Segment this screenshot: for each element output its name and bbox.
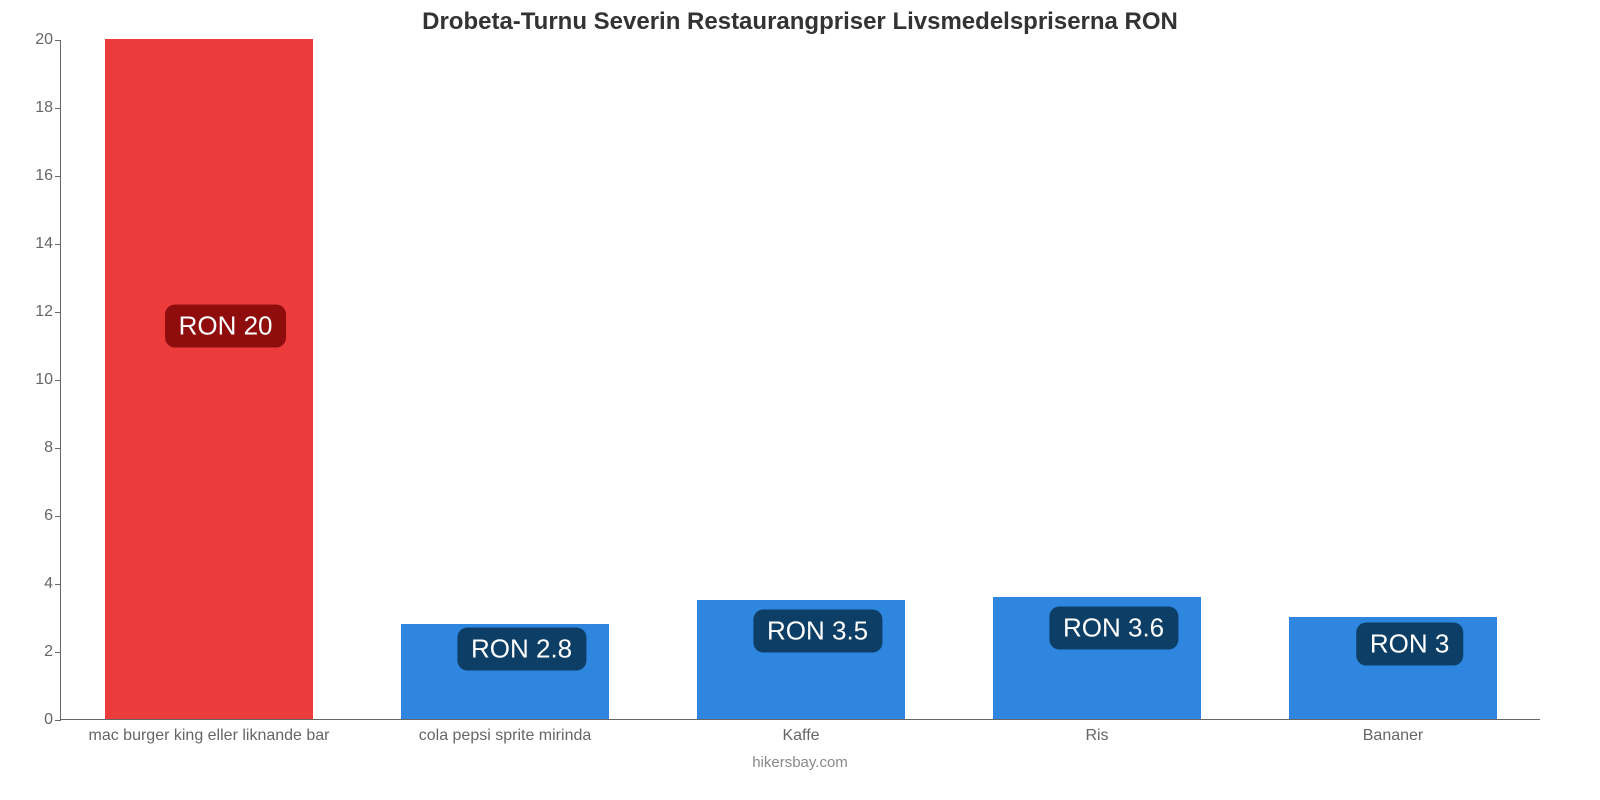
y-tick-label: 0 [44, 711, 61, 729]
y-tick-label: 6 [44, 507, 61, 525]
y-tick-label: 8 [44, 439, 61, 457]
x-category-label: Ris [1085, 719, 1108, 745]
bar [105, 39, 312, 719]
y-tick-label: 10 [35, 371, 61, 389]
x-category-label: Kaffe [782, 719, 819, 745]
y-tick-label: 4 [44, 575, 61, 593]
attribution-text: hikersbay.com [0, 754, 1600, 771]
bar-value-label: RON 3.5 [753, 609, 882, 652]
y-tick-label: 14 [35, 235, 61, 253]
bar-value-label: RON 3 [1356, 622, 1463, 665]
x-category-label: mac burger king eller liknande bar [88, 719, 329, 745]
bar-value-label: RON 3.6 [1049, 607, 1178, 650]
bar-value-label: RON 20 [165, 304, 287, 347]
plot-area: 02468101214161820RON 20mac burger king e… [60, 40, 1540, 720]
bar-value-label: RON 2.8 [457, 627, 586, 670]
chart-title: Drobeta-Turnu Severin Restaurangpriser L… [0, 8, 1600, 36]
y-tick-label: 2 [44, 643, 61, 661]
y-tick-label: 16 [35, 167, 61, 185]
x-category-label: cola pepsi sprite mirinda [419, 719, 592, 745]
x-category-label: Bananer [1363, 719, 1424, 745]
y-tick-label: 12 [35, 303, 61, 321]
y-tick-label: 20 [35, 31, 61, 49]
y-tick-label: 18 [35, 99, 61, 117]
